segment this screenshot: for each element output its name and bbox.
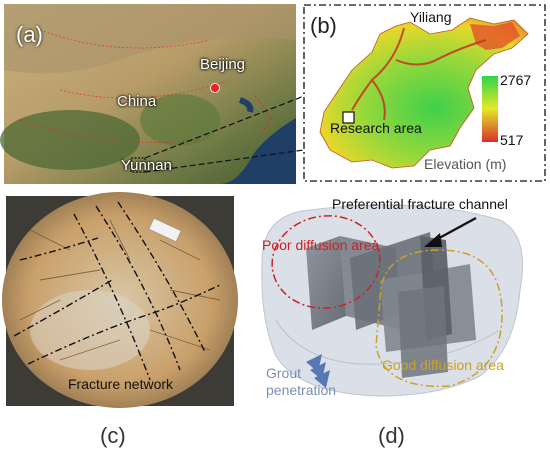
scale-card xyxy=(148,217,182,243)
fracture-trace-2 xyxy=(95,205,181,371)
yunnan-label: Yunnan xyxy=(121,157,172,174)
elevation-max-label: 2767 xyxy=(500,72,532,88)
map-bohai-sea xyxy=(238,97,254,113)
research-area-marker xyxy=(342,111,355,124)
yiliang-label: Yiliang xyxy=(410,9,452,25)
grout-label-line2: penetration xyxy=(266,382,337,398)
fracture-plate-1 xyxy=(306,236,346,330)
beijing-label: Beijing xyxy=(200,56,246,73)
panel-b-tag: (b) xyxy=(310,13,337,38)
china-label: China xyxy=(117,93,157,110)
map-borders xyxy=(19,29,231,143)
rock-mass-edge xyxy=(275,319,501,365)
fracture-trace-6 xyxy=(19,237,99,261)
fracture-trace-1 xyxy=(73,213,151,381)
elevation-title: Elevation (m) xyxy=(424,156,507,172)
map-northern-desert xyxy=(4,4,296,74)
panel-c-photo xyxy=(2,192,238,408)
research-area-label: Research area xyxy=(330,120,422,136)
preferential-channel-label: Preferential fracture channel xyxy=(332,196,508,212)
elevation-min-label: 517 xyxy=(500,132,524,148)
panel-d-schematic xyxy=(261,204,523,397)
map-central-green xyxy=(140,94,220,146)
panel-c-tag: (c) xyxy=(100,423,126,448)
fracture-trace-3 xyxy=(117,201,206,353)
terrain-low-northeast xyxy=(470,22,520,50)
poor-diffusion-outline xyxy=(271,215,381,309)
map-korea-border xyxy=(254,95,273,133)
panel-b-elevation xyxy=(303,4,546,182)
terrain-river-valleys xyxy=(351,27,487,121)
panel-a-tag: (a) xyxy=(16,22,43,47)
rock-pale-zone xyxy=(30,290,150,370)
channel-arrow-head xyxy=(424,233,442,247)
fracture-network-label: Fracture network xyxy=(68,376,174,392)
grout-arrow-3 xyxy=(314,370,330,388)
panel-d-tag: (d) xyxy=(378,423,405,448)
rock-cracks xyxy=(19,219,221,361)
fracture-trace-4 xyxy=(13,279,113,337)
map-southwest-forest xyxy=(0,110,140,170)
good-diffusion-label: Good diffusion area xyxy=(382,357,504,373)
good-diffusion-outline xyxy=(375,249,503,388)
connector-top xyxy=(144,95,305,159)
beijing-marker xyxy=(210,83,220,93)
poor-diffusion-label: Poor diffusion area xyxy=(262,237,380,253)
yiliang-terrain xyxy=(319,17,529,169)
elevation-legend-bar xyxy=(482,76,498,142)
grout-arrows xyxy=(306,354,330,388)
yunnan-box xyxy=(130,157,146,173)
grout-label-line1: Grout xyxy=(266,365,302,381)
panel-a-map xyxy=(0,4,296,184)
fracture-plate-6 xyxy=(398,286,448,378)
